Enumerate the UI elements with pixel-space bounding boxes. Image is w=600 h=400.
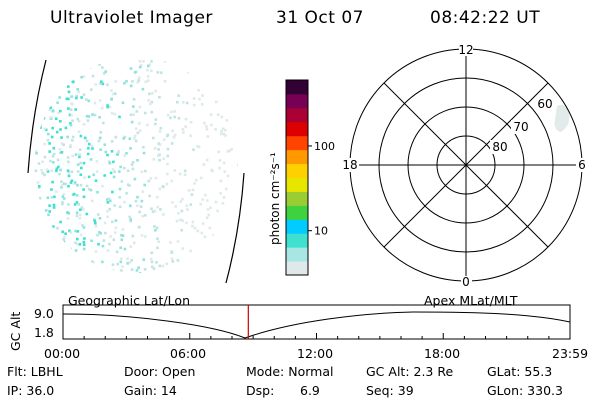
mlt-label-18: 18 [342, 158, 357, 172]
color-scale-cell [286, 219, 308, 234]
status-gc-alt: GC Alt: 2.3 Re [366, 364, 454, 379]
time-label: 08:42:22 UT [430, 8, 541, 28]
lat-label-80: 80 [492, 140, 507, 154]
color-scale-cell [286, 261, 308, 276]
status-dsp-value: 6.9 [300, 383, 320, 398]
status-filter: Flt: LBHL [7, 364, 63, 379]
color-scale-tick-label: 100 [314, 140, 335, 153]
status-seq: Seq: 39 [366, 383, 414, 398]
polar-uv-patch [554, 104, 570, 132]
color-scale-cell [286, 93, 308, 109]
mlt-label-6: 6 [578, 158, 586, 172]
timeline-plot [62, 304, 571, 340]
lat-label-60: 60 [537, 97, 552, 111]
status-door: Door: Open [124, 364, 196, 379]
uv-image-disk [27, 57, 245, 284]
status-glat: GLat: 55.3 [487, 364, 553, 379]
color-scale-cell [286, 107, 308, 123]
timeline-x-tick-2359: 23:59 [552, 346, 589, 361]
color-scale-cell [286, 163, 308, 178]
polar-mlt-plot: 12 18 6 0 60 70 80 [341, 43, 588, 289]
lat-label-70: 70 [513, 120, 528, 134]
color-scale-cell [286, 233, 308, 248]
polar-meridian-diagonal-2 [383, 82, 549, 248]
color-scale-cell [286, 121, 308, 137]
status-glon: GLon: 330.3 [487, 383, 563, 398]
color-scale-cell [286, 191, 308, 206]
color-scale: 100 10 [285, 79, 335, 276]
timeline-y-label: GC Alt [8, 311, 23, 351]
timeline-y-tick-low: 1.8 [34, 325, 54, 340]
color-scale-frame [285, 79, 309, 276]
color-scale-cell [286, 205, 308, 220]
timeline-x-tick-0600: 06:00 [170, 346, 207, 361]
date-label: 31 Oct 07 [276, 8, 364, 28]
color-scale-cell [286, 149, 308, 165]
timeline-x-tick-1800: 18:00 [424, 346, 461, 361]
mlt-label-0: 0 [462, 275, 470, 289]
timeline-x-tick-0000: 00:00 [44, 346, 81, 361]
mlt-label-12: 12 [458, 43, 473, 57]
color-scale-cell [286, 80, 308, 95]
status-ip: IP: 36.0 [7, 383, 55, 398]
limb-arc-left [27, 59, 47, 174]
color-scale-cell [286, 247, 308, 262]
timeline-x-tick-1200: 12:00 [297, 346, 334, 361]
timeline-left-label: Geographic Lat/Lon [68, 293, 190, 308]
timeline-y-tick-high: 9.0 [34, 306, 54, 321]
color-scale-cell [286, 177, 308, 192]
status-mode: Mode: Normal [246, 364, 334, 379]
instrument-title: Ultraviolet Imager [50, 8, 213, 28]
color-scale-unit: photon cm⁻²s⁻¹ [268, 152, 282, 245]
color-scale-tick-label: 10 [314, 225, 328, 238]
limb-arc-right [225, 172, 245, 284]
status-dsp-label: Dsp: [246, 383, 275, 398]
timeline-altitude-curve [62, 311, 571, 339]
status-gain: Gain: 14 [124, 383, 177, 398]
timeline-right-label: Apex MLat/MLT [424, 293, 518, 308]
color-scale-cell [286, 135, 308, 151]
